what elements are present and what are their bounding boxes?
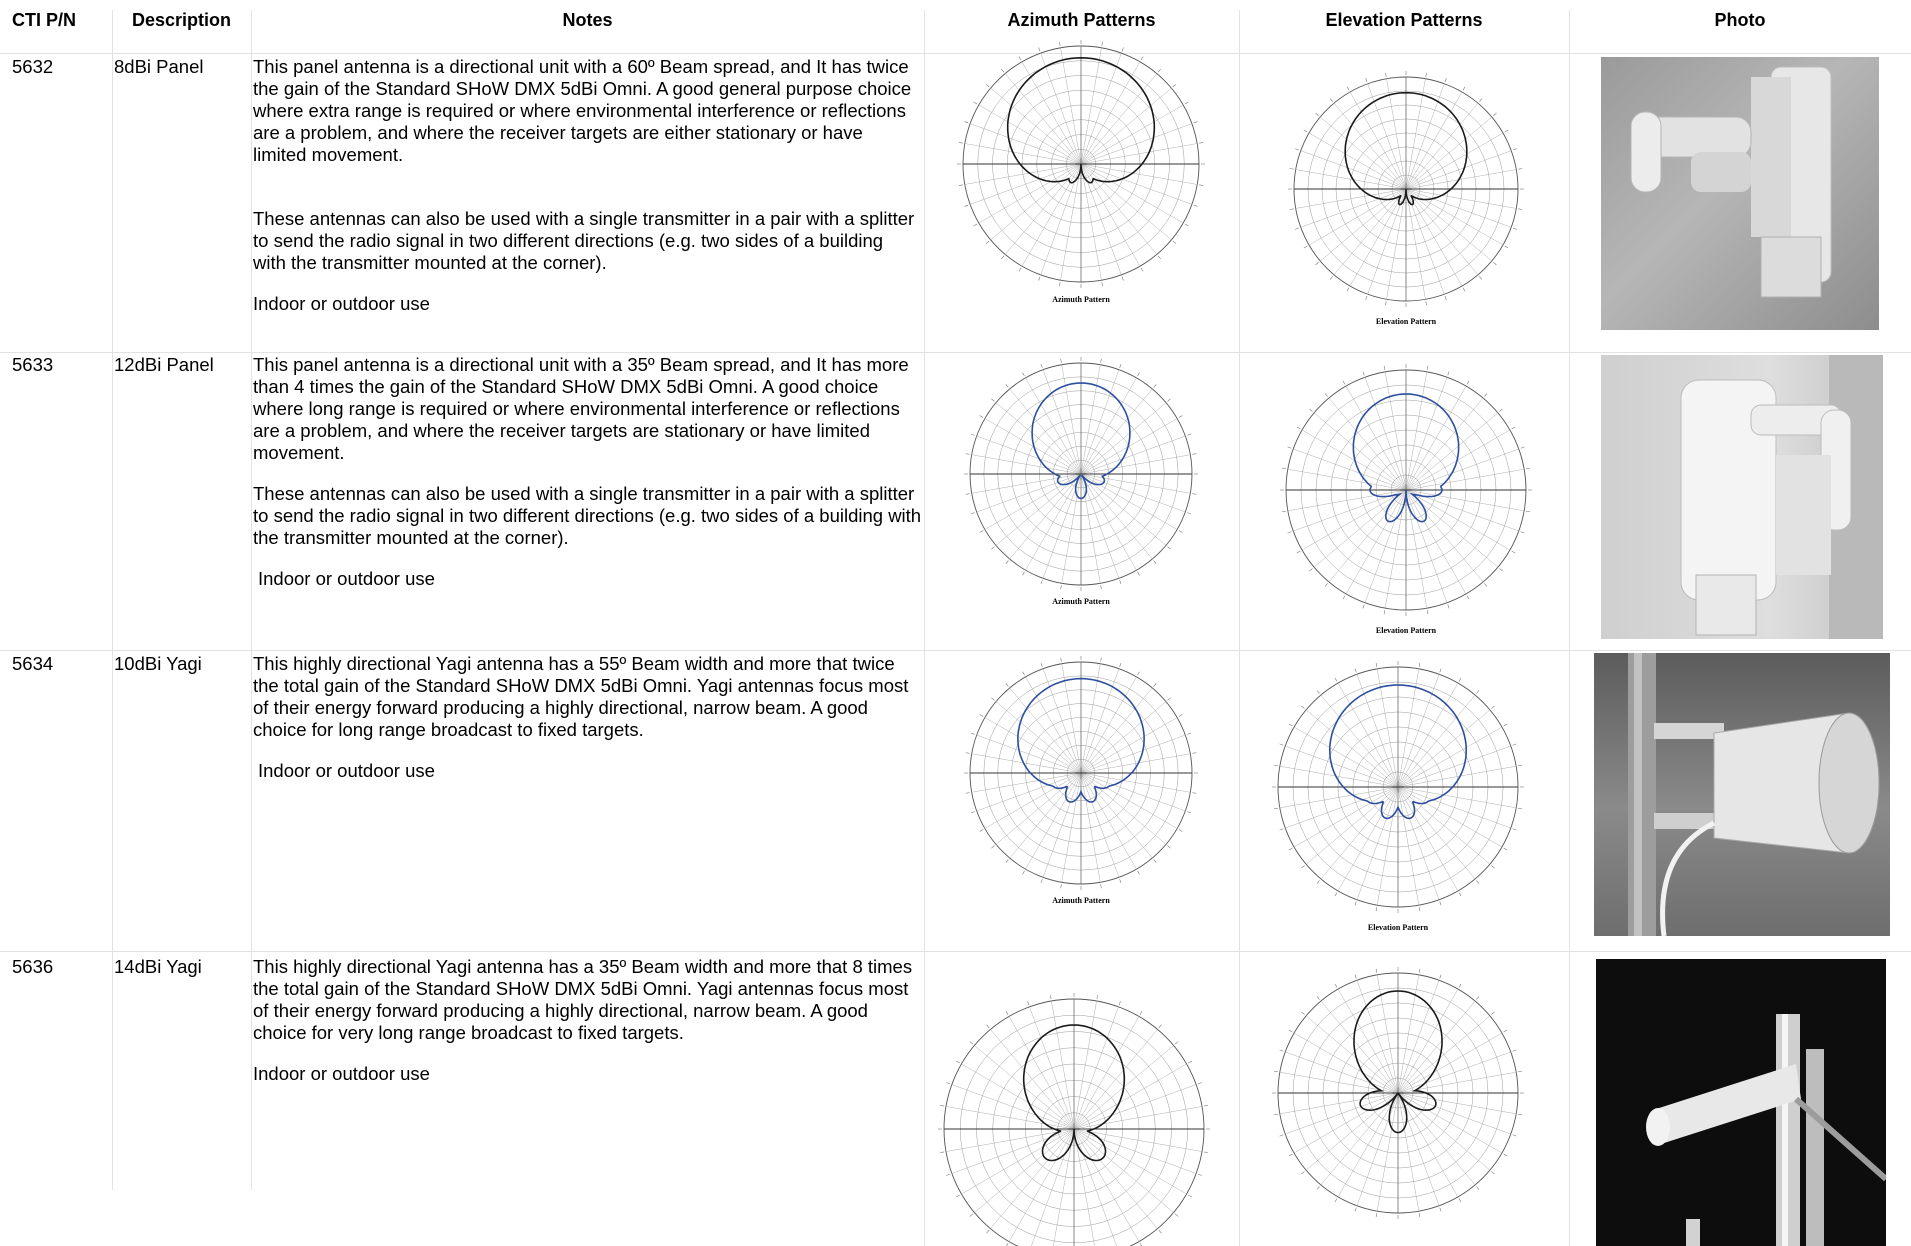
notes-paragraph: Indoor or outdoor use — [258, 568, 435, 589]
panel-antenna-image — [1630, 66, 1832, 298]
elevation-caption: Elevation Pattern — [1376, 626, 1437, 635]
row-description: 12dBi Panel — [114, 354, 214, 375]
row-description: 14dBi Yagi — [114, 956, 202, 977]
product-photo-8dbi-panel — [1601, 57, 1879, 330]
product-photo-14dbi-yagi — [1596, 959, 1886, 1246]
notes-paragraph: These antennas can also be used with a s… — [253, 483, 922, 548]
row-pn: 5634 — [12, 653, 54, 674]
header-azimuth-patterns: Azimuth Patterns — [1007, 10, 1156, 30]
elevation-pattern-chart: Elevation Pattern — [1280, 364, 1532, 635]
azimuth-caption: Azimuth Pattern — [1052, 896, 1110, 905]
row-pn: 5633 — [12, 354, 54, 375]
notes-paragraph: These antennas can also be used with a s… — [253, 208, 915, 273]
notes-paragraph: This panel antenna is a directional unit… — [253, 354, 909, 463]
azimuth-pattern-chart: Azimuth Pattern — [964, 357, 1198, 606]
azimuth-pattern-chart: Azimuth Pattern — [957, 40, 1205, 304]
elevation-pattern-chart: Elevation Pattern — [1288, 71, 1524, 326]
row-notes: This panel antenna is a directional unit… — [253, 56, 918, 334]
azimuth-caption: Azimuth Pattern — [1052, 597, 1110, 606]
azimuth-pattern-chart — [938, 993, 1210, 1246]
elevation-caption: Elevation Pattern — [1368, 923, 1429, 932]
notes-paragraph: Indoor or outdoor use — [253, 1063, 430, 1084]
row-description: 8dBi Panel — [114, 56, 204, 77]
yagi-antenna-image — [1646, 1014, 1886, 1246]
row-notes: This highly directional Yagi antenna has… — [253, 653, 925, 801]
row-pn: 5636 — [12, 956, 54, 977]
column-divider — [112, 10, 113, 1190]
elevation-pattern-chart: Elevation Pattern — [1272, 661, 1524, 932]
panel-antenna-image — [1680, 355, 1883, 639]
product-photo-10dbi-yagi — [1594, 653, 1890, 936]
row-notes: This panel antenna is a directional unit… — [253, 354, 925, 609]
notes-paragraph: This highly directional Yagi antenna has… — [253, 956, 913, 1043]
header-photo: Photo — [1714, 10, 1766, 30]
column-divider — [1569, 10, 1570, 1246]
row-divider — [0, 951, 1911, 952]
notes-paragraph: This highly directional Yagi antenna has… — [253, 653, 909, 740]
column-divider — [1239, 10, 1240, 1246]
column-divider — [924, 10, 925, 1246]
elevation-pattern-chart — [1272, 967, 1524, 1219]
row-description: 10dBi Yagi — [114, 653, 202, 674]
row-notes: This highly directional Yagi antenna has… — [253, 956, 925, 1104]
row-divider — [0, 650, 1911, 651]
notes-paragraph: Indoor or outdoor use — [253, 293, 430, 314]
header-pn: CTI P/N — [12, 10, 77, 30]
elevation-caption: Elevation Pattern — [1376, 317, 1437, 326]
row-divider — [0, 53, 1911, 54]
notes-paragraph: This panel antenna is a directional unit… — [253, 56, 912, 165]
header-notes: Notes — [562, 10, 613, 30]
header-elevation-patterns: Elevation Patterns — [1325, 10, 1483, 30]
header-description: Description — [131, 10, 232, 30]
row-pn: 5632 — [12, 56, 54, 77]
notes-paragraph: Indoor or outdoor use — [258, 760, 435, 781]
azimuth-caption: Azimuth Pattern — [1052, 295, 1110, 304]
yagi-antenna-image — [1628, 653, 1880, 936]
column-divider — [251, 10, 252, 1190]
product-photo-12dbi-panel — [1601, 355, 1883, 639]
azimuth-pattern-chart: Azimuth Pattern — [964, 656, 1198, 905]
row-divider — [0, 352, 1911, 353]
